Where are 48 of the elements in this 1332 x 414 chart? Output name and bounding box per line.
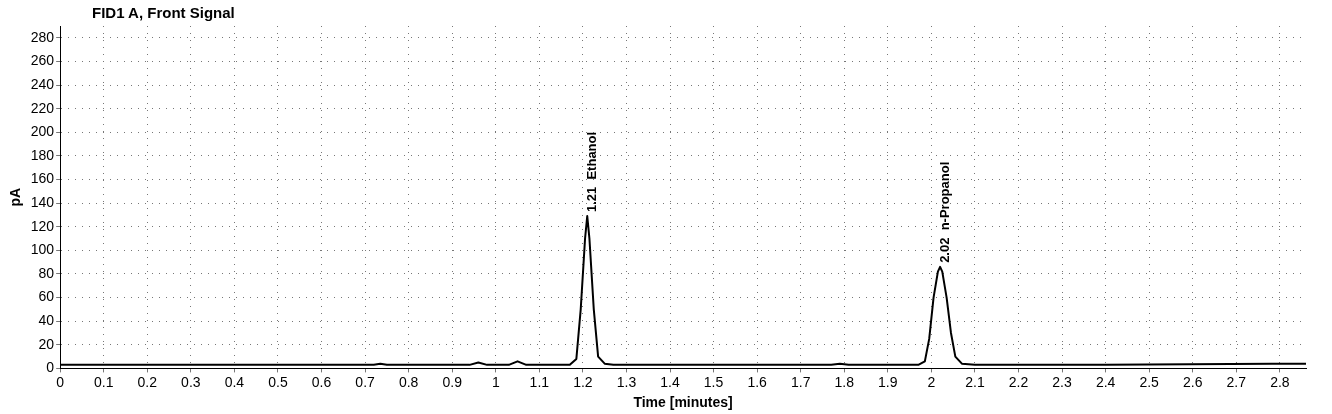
y-tick-label: 240 xyxy=(30,75,55,92)
y-tick-label: 140 xyxy=(30,193,55,210)
x-tick-label: 2.6 xyxy=(1183,373,1203,390)
x-tick-label: 1.6 xyxy=(747,373,768,390)
x-tick-label: 0.6 xyxy=(311,373,332,390)
y-tick-label: 60 xyxy=(38,288,55,305)
x-tick-label: 2 xyxy=(927,373,936,390)
x-tick-label: 0.3 xyxy=(181,373,201,390)
x-tick-label: 0.4 xyxy=(224,373,245,390)
y-axis-title: pA xyxy=(7,187,24,207)
y-tick-label: 40 xyxy=(38,312,55,329)
x-tick-label: 1.8 xyxy=(834,373,855,390)
y-tick-label: 0 xyxy=(46,359,55,376)
x-tick-label: 1 xyxy=(491,373,500,390)
x-tick-label: 1.9 xyxy=(878,373,898,390)
y-tick-label: 100 xyxy=(30,241,55,258)
x-tick-label: 0.2 xyxy=(137,373,158,390)
x-tick-label: 0.8 xyxy=(398,373,419,390)
x-tick-label: 2.2 xyxy=(1008,373,1029,390)
y-tick-label: 280 xyxy=(30,28,55,45)
y-tick-label: 220 xyxy=(30,99,55,116)
x-tick-label: 1.1 xyxy=(529,373,550,390)
x-tick-label: 2.1 xyxy=(965,373,985,390)
x-tick-label: 2.3 xyxy=(1052,373,1072,390)
x-tick-label: 2.5 xyxy=(1139,373,1160,390)
x-tick-label: 2.7 xyxy=(1226,373,1247,390)
y-tick-label: 160 xyxy=(30,170,55,187)
y-tick-label: 20 xyxy=(38,335,55,352)
x-tick-label: 1.4 xyxy=(660,373,680,390)
y-tick-label: 80 xyxy=(38,264,55,281)
y-tick-label: 180 xyxy=(30,146,55,163)
x-tick-label: 1.2 xyxy=(573,373,593,390)
annotation: 1.21 Ethanol xyxy=(583,131,599,213)
chart-title: FID1 A, Front Signal xyxy=(92,4,235,21)
x-tick-label: 2.8 xyxy=(1270,373,1290,390)
x-tick-label: 0.1 xyxy=(93,373,114,390)
y-tick-label: 260 xyxy=(30,52,55,69)
y-tick-label: 200 xyxy=(30,123,55,140)
x-tick-label: 0.5 xyxy=(268,373,288,390)
x-tick-label: 1.5 xyxy=(703,373,724,390)
x-tick-label: 1.7 xyxy=(790,373,811,390)
x-axis-title: Time [minutes] xyxy=(633,394,733,411)
y-tick-label: 120 xyxy=(30,217,55,234)
x-tick-label: 2.4 xyxy=(1095,373,1116,390)
x-tick-label: 0.9 xyxy=(442,373,463,390)
x-tick-label: 1.3 xyxy=(616,373,637,390)
annotation: 2.02 n-Propanol xyxy=(936,161,952,263)
x-tick-label: 0.7 xyxy=(355,373,376,390)
